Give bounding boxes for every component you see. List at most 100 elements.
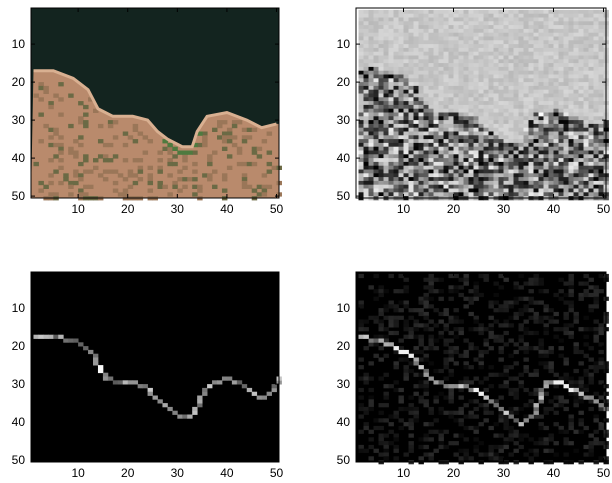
noise-pixel xyxy=(358,365,364,370)
gray-pixel xyxy=(458,123,464,129)
gray-pixel xyxy=(508,131,514,136)
noise-pixel xyxy=(423,311,429,317)
noise-pixel xyxy=(393,361,399,366)
noise-pixel xyxy=(368,361,374,366)
noise-pixel xyxy=(428,452,434,457)
x-tick-label: 30 xyxy=(497,466,511,480)
x-tick-label: 20 xyxy=(447,202,461,216)
gray-pixel xyxy=(383,85,389,91)
gray-pixel xyxy=(488,85,494,91)
gray-pixel xyxy=(473,104,479,110)
land-texture-pixel xyxy=(147,177,154,182)
noise-pixel xyxy=(553,292,559,298)
noise-pixel xyxy=(548,349,554,355)
noise-pixel xyxy=(398,273,404,279)
gray-pixel xyxy=(543,158,549,163)
noise-pixel xyxy=(513,448,519,453)
noise-pixel xyxy=(538,437,544,442)
land-texture-pixel xyxy=(167,161,173,167)
gray-pixel xyxy=(368,59,374,64)
gray-pixel xyxy=(518,63,524,68)
noise-pixel xyxy=(458,380,464,385)
land-texture-pixel xyxy=(162,146,168,151)
noise-pixel xyxy=(408,410,414,415)
gray-pixel xyxy=(508,184,514,189)
gray-pixel xyxy=(473,135,479,140)
gray-pixel xyxy=(438,82,444,87)
gray-pixel xyxy=(383,192,389,197)
gray-pixel xyxy=(598,184,604,189)
gray-pixel xyxy=(478,184,484,189)
gray-pixel xyxy=(488,28,494,34)
axes-frame xyxy=(355,271,607,463)
gray-pixel xyxy=(453,120,459,125)
noise-pixel xyxy=(543,323,549,328)
gray-pixel xyxy=(423,25,429,30)
gray-pixel xyxy=(528,188,534,193)
gray-pixel xyxy=(568,70,574,75)
gray-pixel xyxy=(508,169,514,174)
noise-pixel xyxy=(488,448,494,453)
gray-pixel xyxy=(423,127,429,132)
gray-pixel xyxy=(403,135,409,140)
edge-pixel xyxy=(523,418,529,423)
gray-pixel xyxy=(493,177,499,182)
gray-pixel xyxy=(368,47,374,53)
edge-pixel xyxy=(583,395,589,400)
noise-pixel xyxy=(493,281,499,286)
gray-pixel xyxy=(568,173,574,178)
noise-pixel xyxy=(478,327,484,332)
gray-pixel xyxy=(358,142,364,148)
image-bottom-right xyxy=(356,272,609,465)
gray-pixel xyxy=(373,177,379,182)
land-texture-pixel xyxy=(226,135,233,140)
noise-pixel xyxy=(463,277,469,282)
noise-pixel xyxy=(448,395,454,400)
gray-pixel xyxy=(398,123,404,129)
gray-pixel xyxy=(468,165,474,170)
gray-pixel xyxy=(508,51,514,56)
noise-pixel xyxy=(448,273,454,279)
land-texture-pixel xyxy=(107,169,114,174)
land-texture-pixel xyxy=(68,150,74,155)
gray-pixel xyxy=(473,146,479,151)
gray-pixel xyxy=(538,154,544,159)
gray-pixel xyxy=(533,93,539,98)
gray-pixel xyxy=(383,74,389,79)
edge-pixel xyxy=(117,380,124,385)
gray-pixel xyxy=(428,188,434,193)
gray-pixel xyxy=(568,32,574,37)
gray-pixel xyxy=(488,51,494,56)
gray-pixel xyxy=(363,28,369,34)
gray-pixel xyxy=(588,21,594,26)
gray-pixel xyxy=(388,70,394,75)
gray-pixel xyxy=(513,161,519,167)
gray-pixel xyxy=(463,66,469,72)
gray-pixel xyxy=(568,97,574,102)
noise-pixel xyxy=(493,399,499,404)
gray-pixel xyxy=(513,21,519,26)
gray-pixel xyxy=(418,188,424,193)
noise-pixel xyxy=(468,311,474,317)
gray-pixel xyxy=(558,101,564,106)
gray-pixel xyxy=(493,17,499,22)
gray-pixel xyxy=(513,74,519,79)
edge-pixel xyxy=(53,334,59,339)
noise-pixel xyxy=(453,441,459,446)
gray-pixel xyxy=(533,89,539,94)
gray-pixel xyxy=(383,116,389,121)
gray-pixel xyxy=(593,116,599,121)
gray-pixel xyxy=(538,142,544,148)
gray-pixel xyxy=(413,192,419,197)
noise-pixel xyxy=(393,289,399,294)
noise-pixel xyxy=(453,418,459,423)
noise-pixel xyxy=(383,395,389,400)
gray-pixel xyxy=(563,112,569,117)
gray-pixel xyxy=(358,9,364,15)
gray-pixel xyxy=(538,93,544,98)
gray-pixel xyxy=(373,51,379,56)
gray-pixel xyxy=(363,40,369,45)
gray-pixel xyxy=(468,74,474,79)
land-texture-pixel xyxy=(241,127,248,132)
